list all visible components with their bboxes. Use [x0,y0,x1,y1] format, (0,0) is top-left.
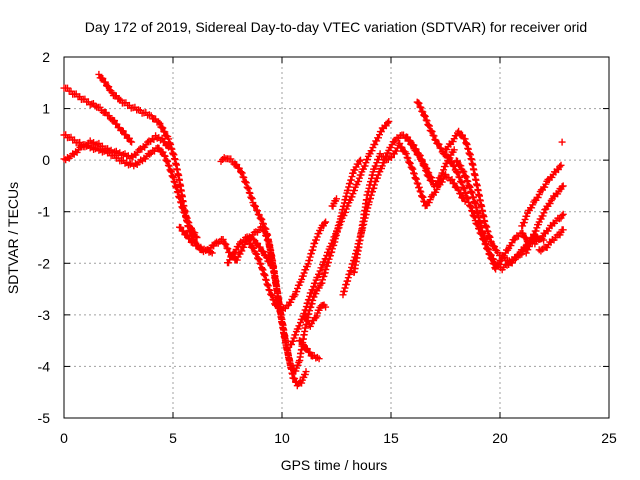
series-track [452,157,532,273]
track-markers [442,127,548,267]
tick-labels: 0 5 10 15 20 25 -5 -4 -3 -2 -1 0 1 2 [38,49,617,446]
data-markers [60,70,567,390]
y-tick-label: 1 [42,101,50,117]
series-track [217,154,310,390]
track-markers [295,337,323,363]
track-markers [328,195,340,210]
series-track [350,139,469,276]
track-markers [350,139,469,276]
track-markers [522,182,567,257]
series-track [295,337,323,363]
track-markers [287,118,393,349]
series-track [60,84,136,146]
y-tick-label: -3 [38,307,51,323]
series-track [224,233,277,272]
track-markers [60,84,136,146]
series-track [176,223,216,257]
track-markers [558,138,566,146]
series-track [245,218,330,314]
grid-lines [64,57,609,418]
series-track [402,133,436,185]
series-track [531,210,567,248]
y-axis-label: SDTVAR / TECUs [5,182,21,294]
track-markers [531,210,567,248]
series-track [442,127,548,267]
y-tick-label: 0 [42,152,50,168]
y-tick-label: -1 [38,204,51,220]
series-track [535,226,567,255]
x-tick-label: 0 [60,430,68,446]
track-markers [535,226,567,255]
track-markers [402,133,436,185]
series-track [300,301,330,330]
track-markers [60,132,173,164]
series-track [522,182,567,257]
track-markers [518,161,565,230]
plot-frame [63,56,610,419]
y-tick-label: -5 [38,410,51,426]
series-track [60,132,173,164]
track-markers [300,301,330,330]
track-markers [217,154,310,390]
track-markers [245,218,330,314]
x-tick-label: 25 [601,430,617,446]
track-markers [224,233,277,272]
series-track [287,118,393,349]
x-axis-label: GPS time / hours [281,457,388,473]
track-markers [176,223,216,257]
y-tick-label: -2 [38,255,51,271]
chart-title: Day 172 of 2019, Sidereal Day-to-day VTE… [85,19,587,35]
axis-ticks [63,56,610,419]
x-tick-label: 10 [274,430,290,446]
x-tick-label: 15 [383,430,399,446]
series-track [518,161,565,230]
y-tick-label: -4 [38,358,51,374]
track-markers [452,157,532,273]
x-tick-label: 5 [169,430,177,446]
series-track [558,138,566,146]
series-track [328,195,340,210]
y-tick-label: 2 [42,49,50,65]
x-tick-label: 20 [492,430,508,446]
